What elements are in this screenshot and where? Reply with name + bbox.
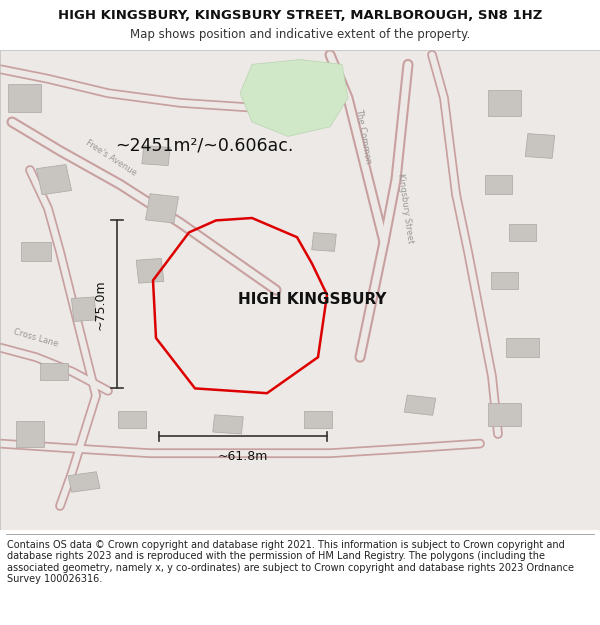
Bar (487, 89, 521, 116)
Text: ~2451m²/~0.606ac.: ~2451m²/~0.606ac. (115, 137, 293, 155)
Bar (312, 232, 336, 251)
Bar (37, 164, 71, 194)
Text: Free's Avenue: Free's Avenue (84, 138, 138, 178)
Bar (68, 472, 100, 492)
Bar (213, 415, 243, 434)
Text: HIGH KINGSBURY: HIGH KINGSBURY (238, 292, 386, 307)
Polygon shape (240, 59, 348, 136)
Text: Cross Lane: Cross Lane (13, 328, 59, 349)
Text: HIGH KINGSBURY, KINGSBURY STREET, MARLBOROUGH, SN8 1HZ: HIGH KINGSBURY, KINGSBURY STREET, MARLBO… (58, 9, 542, 22)
Bar (136, 259, 164, 283)
Bar (509, 224, 536, 241)
Bar (304, 411, 332, 428)
Text: Map shows position and indicative extent of the property.: Map shows position and indicative extent… (130, 28, 470, 41)
Bar (16, 421, 44, 447)
Bar (145, 194, 179, 223)
Bar (7, 84, 41, 112)
Bar (40, 363, 68, 380)
Bar (142, 146, 170, 166)
Text: The Common: The Common (354, 108, 372, 165)
Text: ~61.8m: ~61.8m (218, 450, 268, 463)
Text: ~75.0m: ~75.0m (93, 279, 106, 330)
Text: Kingsbury Street: Kingsbury Street (395, 173, 415, 244)
Bar (505, 339, 539, 357)
Text: Contains OS data © Crown copyright and database right 2021. This information is : Contains OS data © Crown copyright and d… (7, 539, 574, 584)
Bar (21, 242, 51, 261)
Bar (491, 272, 517, 289)
Bar (404, 395, 436, 416)
Bar (118, 411, 146, 428)
Bar (487, 403, 521, 426)
Bar (525, 134, 555, 158)
Bar (71, 297, 97, 321)
Bar (485, 175, 511, 194)
